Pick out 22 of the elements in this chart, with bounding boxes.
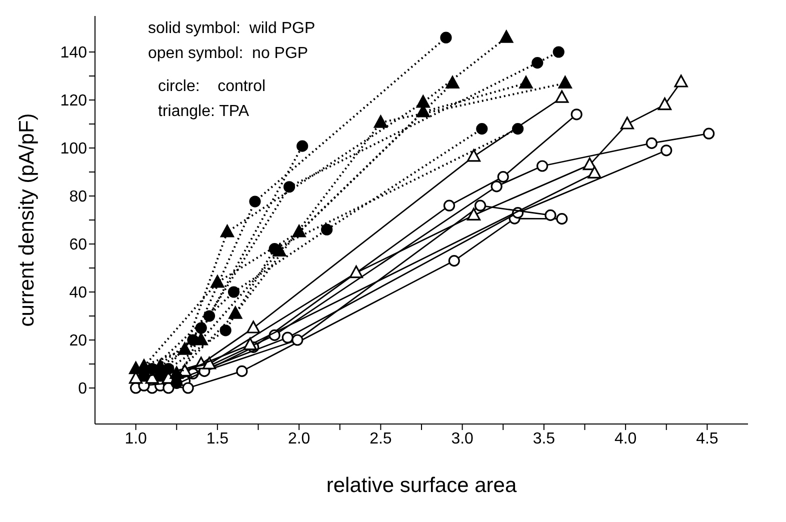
x-tick-label: 2.0 (288, 430, 310, 448)
y-tick-label: 140 (60, 44, 88, 62)
x-tick-label: 4.0 (614, 430, 637, 448)
annotation: solid symbol: wild PGP (148, 19, 316, 39)
x-tick-label: 3.0 (451, 430, 474, 448)
y-tick-label: 20 (69, 332, 88, 350)
annotation: triangle: TPA (158, 102, 250, 122)
annotation: open symbol: no PGP (148, 44, 310, 64)
x-axis-title: relative surface area (326, 474, 517, 497)
x-tick-label: 2.5 (370, 430, 392, 448)
x-tick-label: 1.5 (206, 430, 229, 448)
x-tick-label: 4.5 (696, 430, 718, 448)
y-tick-label: 40 (69, 284, 88, 302)
annotation: circle: control (158, 77, 267, 97)
y-tick-label: 0 (78, 380, 88, 398)
y-axis-title: current density (pA/pF) (15, 113, 38, 327)
y-tick-label: 120 (60, 92, 88, 110)
x-tick-label: 1.0 (124, 430, 148, 448)
y-tick-label: 60 (69, 236, 88, 254)
y-tick-label: 80 (69, 188, 88, 206)
x-tick-label: 3.5 (532, 430, 556, 448)
y-tick-label: 100 (60, 140, 88, 158)
